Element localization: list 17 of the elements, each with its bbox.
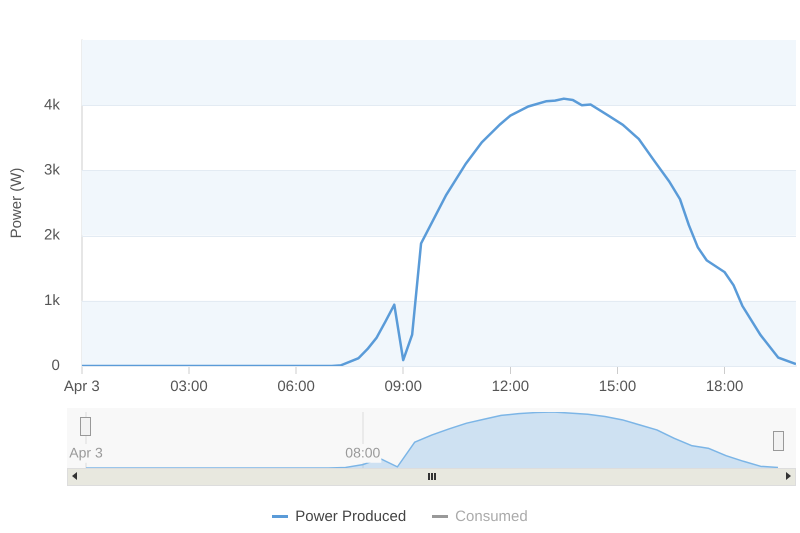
legend-label: Power Produced xyxy=(295,508,406,525)
x-tick-label: 12:00 xyxy=(492,378,530,396)
x-tick-label: 06:00 xyxy=(277,378,315,396)
x-tick-label: 08:00 xyxy=(345,444,381,460)
y-tick-label: 2k xyxy=(44,226,60,244)
y-tick-label: 0 xyxy=(52,357,60,374)
y-tick-label: 4k xyxy=(44,96,60,114)
y-axis-title: Power (W) xyxy=(8,168,26,238)
x-tick-label: 18:00 xyxy=(706,378,744,396)
y-tick-label: 3k xyxy=(44,162,60,179)
x-tick-label: Apr 3 xyxy=(64,378,100,396)
legend-label: Consumed xyxy=(455,508,528,525)
y-tick-label: 1k xyxy=(44,292,60,309)
x-tick-label: Apr 3 xyxy=(69,444,103,460)
x-tick-label: 09:00 xyxy=(384,378,422,396)
x-tick-label: 15:00 xyxy=(598,378,636,396)
x-tick-label: 03:00 xyxy=(170,378,208,396)
